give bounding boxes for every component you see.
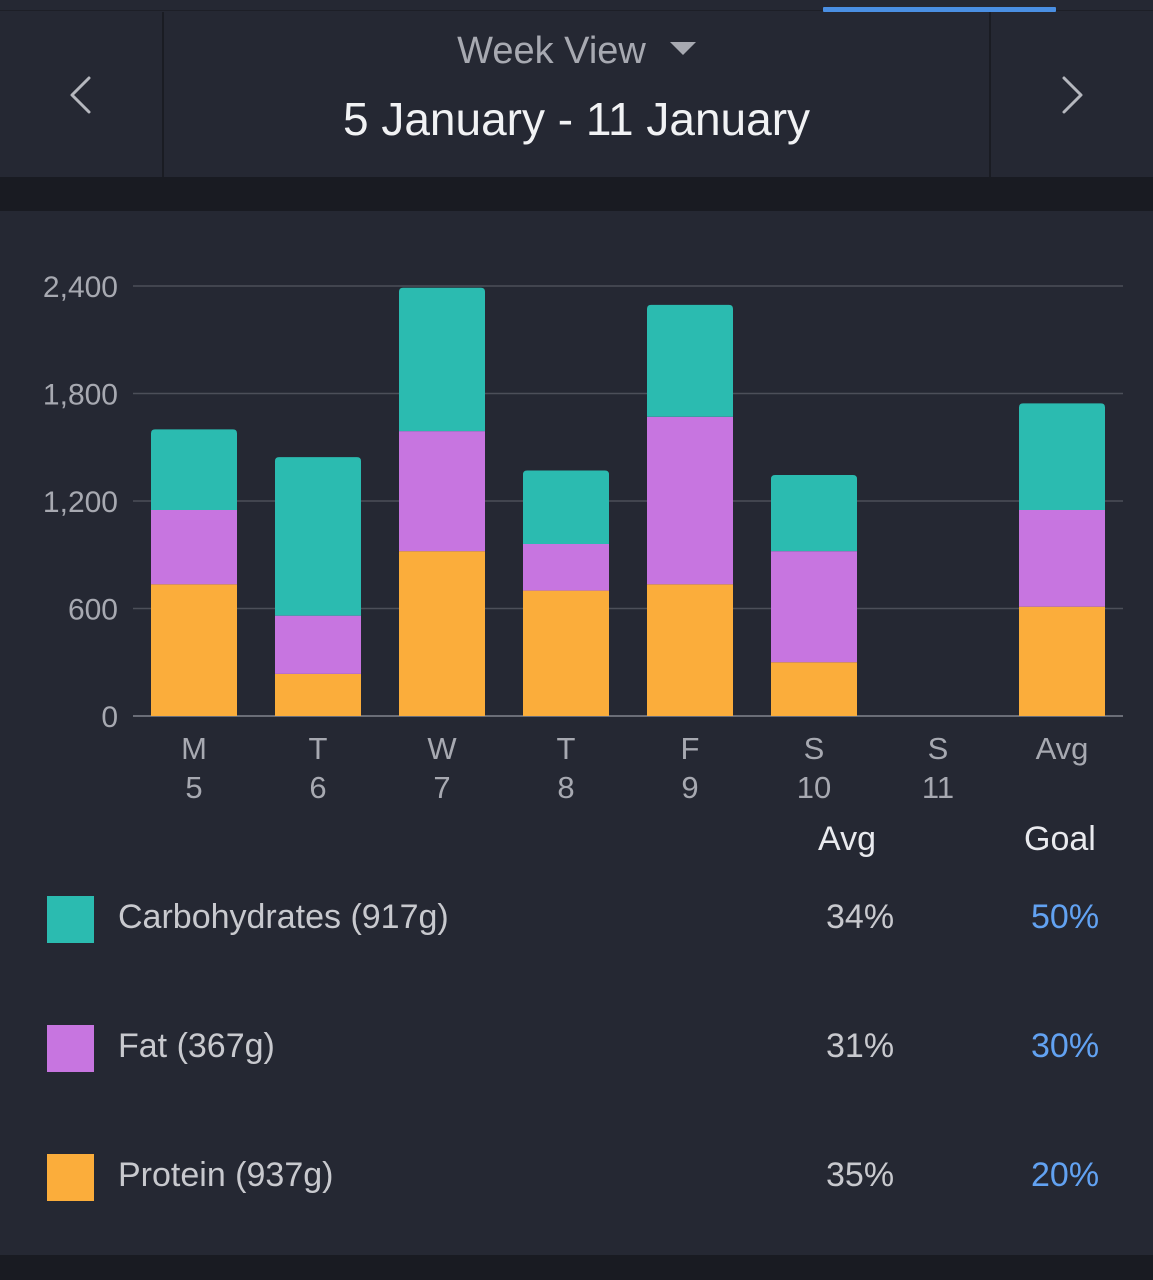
- protein-avg: 35%: [826, 1156, 895, 1194]
- header-divider-left: [162, 12, 164, 177]
- avg-column-header: Avg: [818, 820, 876, 858]
- fat-avg: 31%: [826, 1027, 895, 1065]
- view-selector-label: Week View: [457, 30, 646, 72]
- protein-swatch: [47, 1154, 94, 1201]
- bar-segment-carbohydrates[interactable]: [523, 470, 609, 544]
- carbohydrates-label: Carbohydrates (917g): [118, 898, 449, 936]
- x-tick-day-label: Avg: [1036, 731, 1089, 766]
- macronutrient-stacked-bar-chart: 0 600 1,200 1,800 2,400 M 5 T 6 W 7 T 8 F 9 S 10 S 11 Avg: [43, 271, 1123, 805]
- y-tick-label: 2,400: [43, 271, 118, 304]
- x-tick-date-label: 7: [433, 770, 450, 805]
- active-tab-indicator: [823, 7, 1056, 12]
- previous-week-button[interactable]: [0, 12, 162, 177]
- x-tick-day-label: T: [557, 731, 576, 766]
- bar-segment-fat[interactable]: [523, 544, 609, 591]
- x-tick-day-label: S: [804, 731, 825, 766]
- bar-segment-carbohydrates[interactable]: [647, 304, 733, 417]
- bar-segment-protein[interactable]: [523, 590, 609, 716]
- legend-row-carbohydrates: Carbohydrates (917g) 34% 50%: [0, 890, 1153, 950]
- chevron-right-icon: [1062, 76, 1083, 113]
- protein-goal[interactable]: 20%: [1031, 1156, 1100, 1194]
- chevron-left-icon: [70, 76, 91, 113]
- x-tick-date-label: 6: [309, 770, 326, 805]
- x-tick-date-label: 8: [557, 770, 574, 805]
- y-tick-label: 600: [68, 594, 118, 627]
- x-tick-date-label: 10: [797, 770, 831, 805]
- bar-segment-fat[interactable]: [151, 509, 237, 585]
- bar-segment-fat[interactable]: [275, 615, 361, 674]
- y-tick-label: 0: [101, 701, 118, 734]
- bar-segment-fat[interactable]: [1019, 509, 1105, 607]
- bar-segment-protein[interactable]: [399, 551, 485, 716]
- fat-swatch: [47, 1025, 94, 1072]
- bar-segment-protein[interactable]: [151, 584, 237, 716]
- bar-segment-protein[interactable]: [1019, 606, 1105, 716]
- x-tick-date-label: 5: [185, 770, 202, 805]
- bar-segment-protein[interactable]: [275, 673, 361, 716]
- x-tick-day-label: W: [427, 731, 457, 766]
- legend-row-protein: Protein (937g) 35% 20%: [0, 1148, 1153, 1208]
- goal-column-header: Goal: [1024, 820, 1096, 858]
- section-separator: [0, 177, 1153, 211]
- x-tick-day-label: F: [681, 731, 700, 766]
- bar-segment-carbohydrates[interactable]: [399, 287, 485, 432]
- bar-segment-fat[interactable]: [771, 551, 857, 663]
- y-tick-label: 1,200: [43, 486, 118, 519]
- caret-down-icon: [669, 42, 696, 56]
- fat-goal[interactable]: 30%: [1031, 1027, 1100, 1065]
- date-range-title: 5 January - 11 January: [342, 93, 811, 145]
- carbohydrates-goal[interactable]: 50%: [1031, 898, 1100, 936]
- bottom-bar: [0, 1255, 1153, 1280]
- x-tick-date-label: 11: [922, 770, 954, 805]
- x-tick-date-label: 9: [681, 770, 698, 805]
- x-tick-day-label: T: [309, 731, 328, 766]
- legend-row-fat: Fat (367g) 31% 30%: [0, 1019, 1153, 1079]
- header-divider-right: [989, 12, 991, 177]
- x-tick-day-label: S: [928, 731, 949, 766]
- next-week-button[interactable]: [991, 12, 1153, 177]
- y-tick-label: 1,800: [43, 379, 118, 412]
- carbohydrates-avg: 34%: [826, 898, 895, 936]
- bar-segment-carbohydrates[interactable]: [1019, 403, 1105, 510]
- bar-segment-carbohydrates[interactable]: [151, 429, 237, 510]
- bar-segment-protein[interactable]: [647, 584, 733, 716]
- week-header: Week View 5 January - 11 January: [0, 12, 1153, 177]
- fat-label: Fat (367g): [118, 1027, 275, 1065]
- carbohydrates-swatch: [47, 896, 94, 943]
- view-selector-dropdown[interactable]: Week View: [164, 30, 989, 73]
- bar-segment-protein[interactable]: [771, 662, 857, 716]
- x-tick-day-label: M: [181, 731, 207, 766]
- protein-label: Protein (937g): [118, 1156, 334, 1194]
- top-bar: [0, 0, 1153, 11]
- bar-segment-fat[interactable]: [399, 431, 485, 552]
- bar-segment-carbohydrates[interactable]: [275, 457, 361, 616]
- bar-segment-carbohydrates[interactable]: [771, 475, 857, 552]
- bar-segment-fat[interactable]: [647, 416, 733, 585]
